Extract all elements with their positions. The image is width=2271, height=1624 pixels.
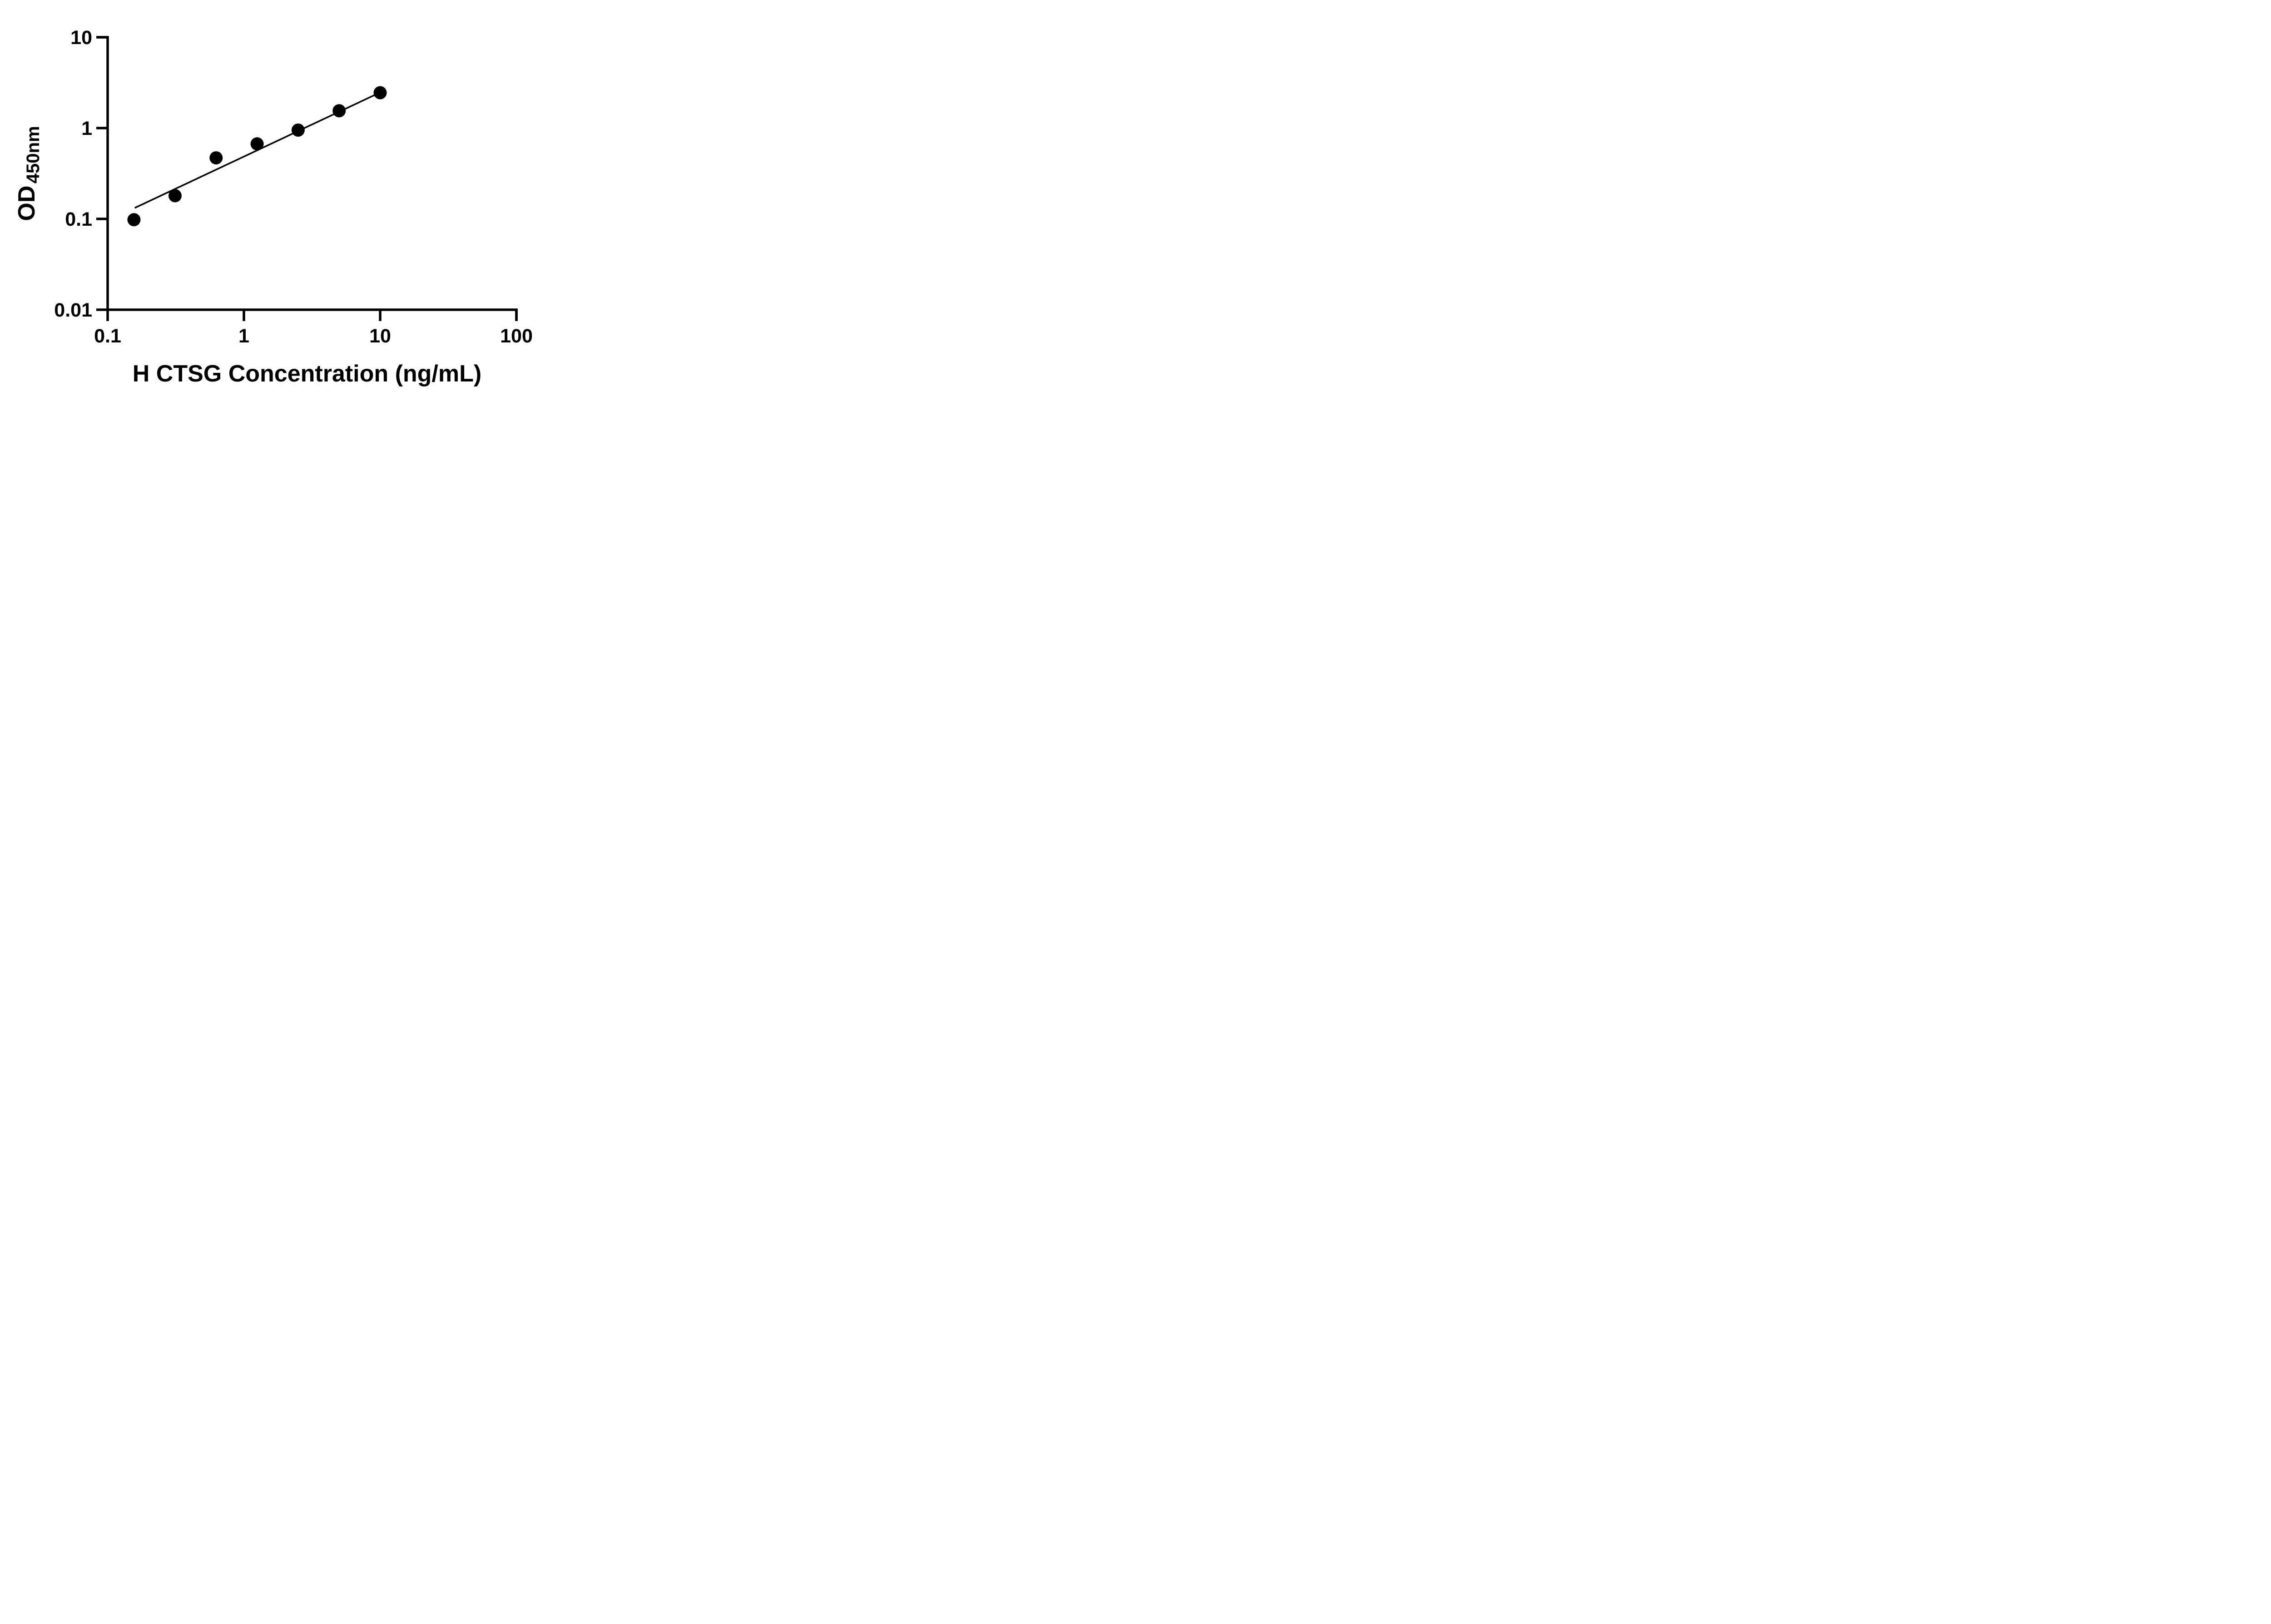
y-tick-label: 0.01	[54, 299, 92, 321]
y-axis-title-main: OD	[14, 186, 40, 221]
data-point	[291, 123, 305, 137]
data-point	[250, 137, 264, 151]
x-tick-label: 1	[238, 325, 249, 347]
x-tick-marks	[106, 310, 518, 321]
data-point	[332, 104, 346, 118]
y-tick-marks	[96, 36, 108, 311]
x-tick-label: 0.1	[94, 325, 121, 347]
y-axis-title-subscript: 450nm	[23, 126, 43, 183]
axis-frame	[96, 36, 518, 321]
elisa-standard-curve-figure: 0.01 0.1 1 10 0.1 1 10 100 H CTSG Concentratio…	[0, 0, 577, 406]
x-axis-title: H CTSG Concentration (ng/mL)	[133, 361, 481, 387]
y-tick-label: 1	[81, 118, 92, 139]
y-tick-labels: 0.01 0.1 1 10	[54, 27, 92, 321]
y-tick-label: 10	[70, 27, 92, 49]
x-tick-label: 100	[500, 325, 533, 347]
y-axis-title: OD 450nm	[14, 126, 43, 221]
data-point-series	[127, 86, 387, 227]
x-tick-label: 10	[369, 325, 391, 347]
y-tick-label: 0.1	[65, 208, 92, 230]
data-point	[209, 151, 223, 165]
data-point	[373, 86, 387, 99]
data-point	[168, 189, 182, 203]
x-tick-labels: 0.1 1 10 100	[94, 325, 533, 347]
data-point	[127, 213, 141, 227]
